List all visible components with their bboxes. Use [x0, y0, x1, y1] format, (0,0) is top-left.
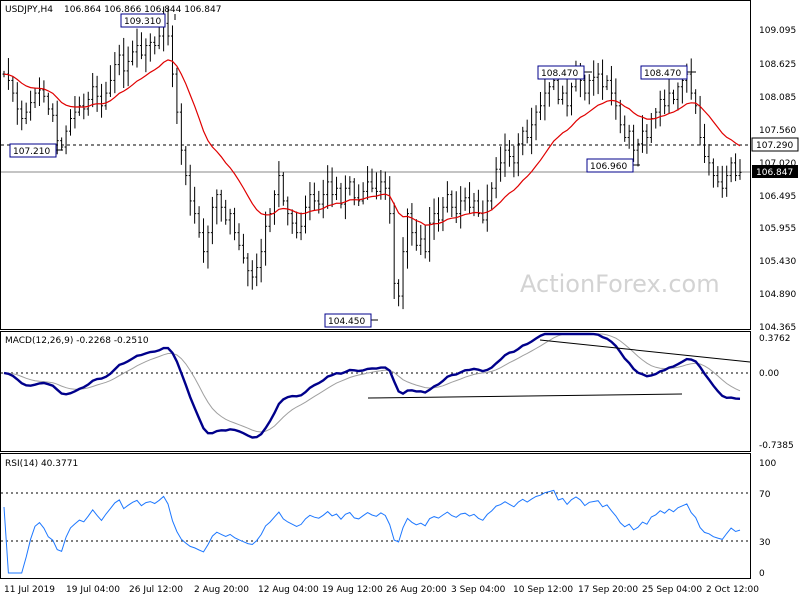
rsi-y-tick: 30 [759, 538, 771, 548]
current-price-label: 106.847 [756, 168, 793, 178]
y-tick-label: 107.560 [759, 126, 796, 136]
rsi-label: RSI(14) 40.3771 [5, 459, 78, 469]
rsi-y-tick: 0 [759, 569, 765, 579]
rsi-line [3, 489, 741, 574]
x-tick-label: 11 Jul 2019 [4, 585, 55, 595]
x-tick-label: 19 Jul 04:00 [66, 585, 120, 595]
y-tick-label: 109.095 [759, 26, 796, 36]
y-tick-label: 104.890 [759, 290, 796, 300]
x-tick-label: 26 Aug 20:00 [386, 585, 447, 595]
y-tick-label: 108.625 [759, 60, 796, 70]
macd-y-tick: -0.7385 [759, 441, 794, 451]
symbol-label: USDJPY,H4 [5, 5, 53, 15]
macd-y-tick: 0.3762 [759, 334, 791, 344]
annotation-label: 108.470 [644, 69, 681, 79]
rsi-y-tick: 100 [759, 459, 776, 469]
level-price-label: 107.290 [756, 141, 793, 151]
annotation-109310: 109.310 [120, 13, 176, 28]
price-candles [2, 6, 742, 310]
annotation-104450: 104.450 [324, 313, 378, 328]
macd-y-tick: 0.00 [759, 369, 779, 379]
price-y-axis: 109.095 108.625 108.085 107.560 107.020 … [759, 26, 796, 333]
macd-label: MACD(12,26,9) -0.2268 -0.2510 [5, 336, 149, 346]
x-tick-label: 10 Sep 12:00 [513, 585, 573, 595]
x-tick-label: 25 Sep 04:00 [642, 585, 702, 595]
y-tick-label: 108.085 [759, 93, 796, 103]
x-tick-label: 2 Oct 12:00 [706, 585, 759, 595]
annotation-label: 104.450 [328, 317, 365, 327]
current-price-box [752, 165, 798, 178]
macd-trendline-lower [367, 393, 683, 399]
annotation-label: 106.960 [590, 162, 627, 172]
moving-average-line [3, 59, 741, 226]
rsi-y-tick: 70 [759, 490, 771, 500]
y-tick-label: 104.365 [759, 323, 796, 333]
annotation-108470-b: 108.470 [640, 65, 696, 80]
y-tick-label: 107.020 [759, 159, 796, 169]
macd-panel [0, 331, 751, 452]
y-tick-label: 105.430 [759, 257, 796, 267]
annotation-107210: 107.210 [9, 143, 63, 158]
macd-signal-line [3, 333, 741, 433]
y-tick-label: 106.495 [759, 192, 796, 202]
x-tick-label: 12 Aug 04:00 [258, 585, 319, 595]
y-tick-label: 105.955 [759, 224, 796, 234]
macd-trendline-upper [539, 339, 751, 363]
time-axis: 11 Jul 2019 19 Jul 04:00 26 Jul 12:00 2 … [4, 585, 759, 595]
x-tick-label: 17 Sep 20:00 [578, 585, 638, 595]
x-tick-label: 2 Aug 20:00 [194, 585, 249, 595]
x-tick-label: 3 Sep 04:00 [451, 585, 506, 595]
watermark-text: ActionForex.com [520, 270, 720, 298]
annotation-label: 107.210 [13, 147, 50, 157]
annotation-108470-a: 108.470 [537, 65, 592, 80]
annotation-label: 109.310 [124, 17, 161, 27]
level-price-box [751, 137, 799, 152]
x-tick-label: 19 Aug 12:00 [322, 585, 383, 595]
annotation-106960: 106.960 [586, 158, 640, 173]
quote-label: 106.864 106.866 106.844 106.847 [64, 5, 221, 15]
x-tick-label: 26 Jul 12:00 [129, 585, 183, 595]
annotation-label: 108.470 [541, 69, 578, 79]
